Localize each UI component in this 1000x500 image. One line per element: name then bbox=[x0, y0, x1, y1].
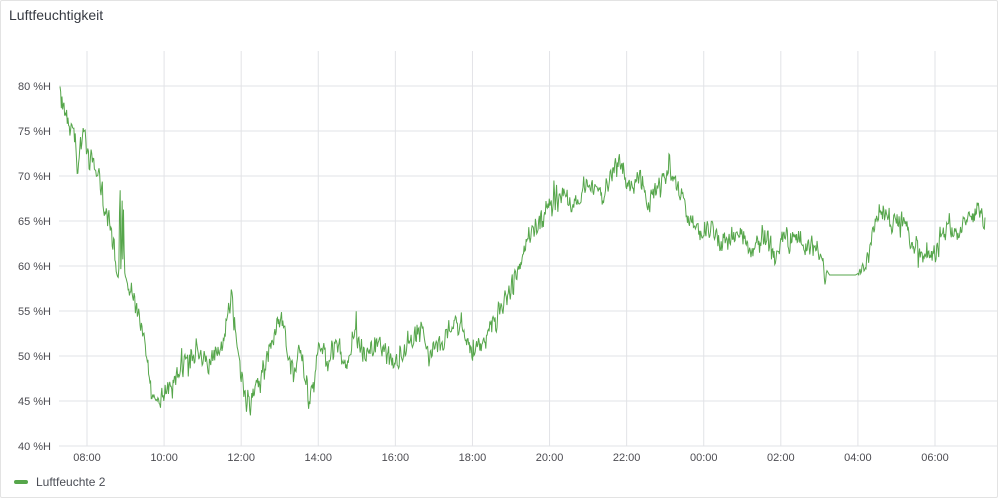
svg-text:70 %H: 70 %H bbox=[18, 171, 51, 183]
svg-text:80 %H: 80 %H bbox=[18, 81, 51, 93]
svg-text:00:00: 00:00 bbox=[690, 452, 718, 464]
svg-text:20:00: 20:00 bbox=[536, 452, 564, 464]
svg-text:12:00: 12:00 bbox=[227, 452, 255, 464]
svg-text:22:00: 22:00 bbox=[613, 452, 641, 464]
svg-text:10:00: 10:00 bbox=[150, 452, 178, 464]
svg-text:45 %H: 45 %H bbox=[18, 396, 51, 408]
svg-text:06:00: 06:00 bbox=[921, 452, 949, 464]
svg-text:55 %H: 55 %H bbox=[18, 306, 51, 318]
svg-text:65 %H: 65 %H bbox=[18, 216, 51, 228]
svg-text:60 %H: 60 %H bbox=[18, 261, 51, 273]
svg-text:75 %H: 75 %H bbox=[18, 126, 51, 138]
svg-text:50 %H: 50 %H bbox=[18, 351, 51, 363]
svg-text:14:00: 14:00 bbox=[305, 452, 333, 464]
svg-text:40 %H: 40 %H bbox=[18, 441, 51, 453]
svg-text:02:00: 02:00 bbox=[767, 452, 795, 464]
svg-text:08:00: 08:00 bbox=[73, 452, 101, 464]
svg-text:04:00: 04:00 bbox=[844, 452, 872, 464]
svg-text:18:00: 18:00 bbox=[459, 452, 487, 464]
svg-text:16:00: 16:00 bbox=[382, 452, 410, 464]
